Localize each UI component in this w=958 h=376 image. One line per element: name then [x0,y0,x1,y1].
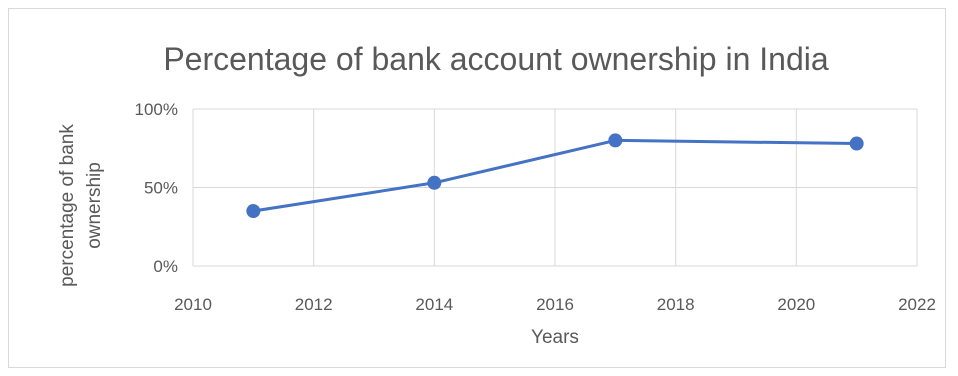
y-axis-title: percentage of bank ownership [57,124,105,287]
x-tick-label: 2014 [415,295,453,314]
series-line [253,138,857,213]
data-point [246,204,261,219]
x-axis-title: Years [531,327,579,348]
x-tick-label: 2022 [898,295,936,314]
y-axis-title-line: ownership [84,162,105,249]
x-tick-label: 2012 [295,295,333,314]
y-tick-label: 0% [153,257,178,276]
y-tick-label: 100% [135,100,178,119]
chart-title: Percentage of bank account ownership in … [163,41,829,77]
data-point [427,175,442,190]
grid [192,108,918,267]
x-tick-label: 2016 [536,295,574,314]
x-tick-label: 2020 [777,295,815,314]
tick-labels: 2010 2012 2014 2016 2018 2020 2022 0% 50% 100% [135,100,936,314]
data-point [608,133,623,148]
data-point [849,136,864,151]
x-tick-label: 2018 [657,295,695,314]
series-layer [246,133,864,219]
y-axis-title-line: percentage of bank [57,124,78,287]
y-tick-label: 50% [144,179,178,198]
x-tick-label: 2010 [174,295,212,314]
